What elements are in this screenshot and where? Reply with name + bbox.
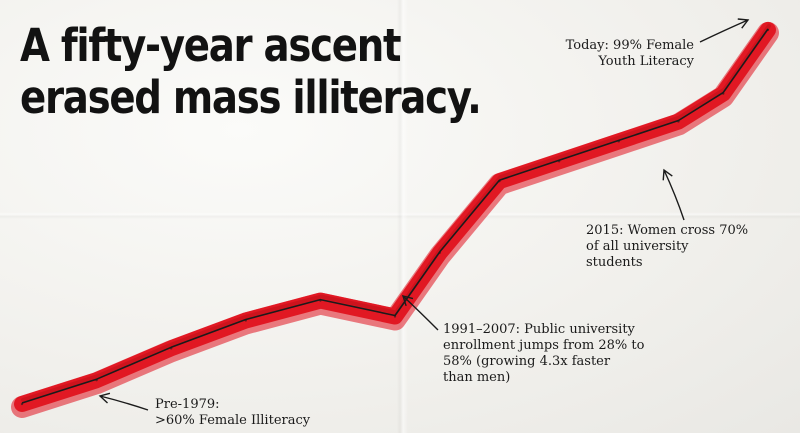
annotation-today: Today: 99% Female Youth Literacy [566, 38, 694, 70]
data-point [244, 319, 247, 322]
annotation-1979-line-2: >60% Female Illiteracy [155, 413, 311, 428]
arrow-1991 [401, 295, 439, 331]
annotation-1991-line-1: 1991–2007: Public university [443, 322, 635, 337]
annotation-2015: 2015: Women cross 70% of all university … [586, 223, 748, 271]
title-line-1: A fifty-year ascent [20, 19, 401, 72]
data-point [766, 28, 770, 32]
annotation-today-line-2: Youth Literacy [598, 54, 694, 69]
series-brush-line [14, 21, 776, 412]
annotation-1991-2007: 1991–2007: Public university enrollment … [443, 322, 644, 386]
chart-title: A fifty-year ascent erased mass illitera… [20, 19, 482, 124]
annotation-1979-line-1: Pre-1979: [155, 397, 220, 412]
title-line-2: erased mass illiteracy. [20, 71, 482, 124]
data-point [170, 347, 173, 350]
series-brush-streak [21, 23, 771, 402]
arrow-2015 [662, 168, 685, 221]
annotation-1991-line-4: than men) [443, 370, 511, 385]
data-point [95, 378, 98, 382]
data-point [393, 315, 397, 318]
annotation-1991-line-2: enrollment jumps from 28% to [443, 338, 645, 353]
annotation-2015-line-1: 2015: Women cross 70% [586, 223, 749, 238]
annotation-pre-1979: Pre-1979: >60% Female Illiteracy [155, 397, 310, 429]
series-brush-shadow [11, 21, 779, 418]
arrow-today [699, 18, 750, 43]
data-point [677, 120, 680, 123]
data-point [722, 92, 725, 95]
data-point [319, 299, 322, 302]
data-point [557, 160, 561, 163]
series-trend-line [21, 28, 769, 404]
data-point [438, 251, 441, 254]
annotation-today-line-1: Today: 99% Female [565, 38, 694, 53]
data-point [617, 140, 620, 143]
arrow-1979 [98, 392, 149, 411]
annotation-2015-line-3: students [586, 255, 643, 270]
data-point [498, 179, 501, 183]
data-point [20, 402, 24, 406]
annotation-2015-line-2: of all university [586, 239, 689, 254]
annotation-1991-line-3: 58% (growing 4.3x faster [443, 354, 611, 369]
